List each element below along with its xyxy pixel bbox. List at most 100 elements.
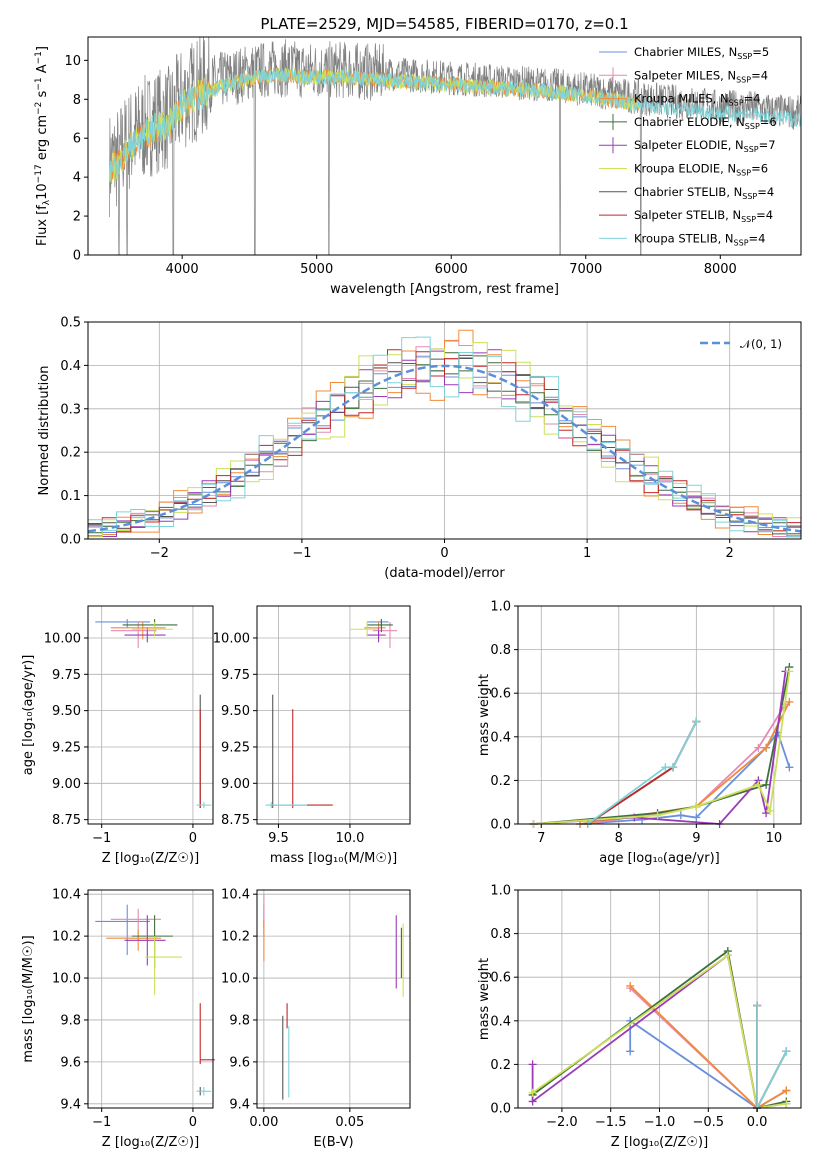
y-tick-label: 10.4 [52,888,81,903]
x-tick-label: 0 [440,546,448,561]
x-tick-label: 2 [726,546,734,561]
series-marker [626,981,635,990]
series-marker [785,667,794,676]
axes-frame [517,605,802,825]
y-tick-label: 0.0 [490,1102,511,1117]
y-tick-label: 8.75 [52,813,81,828]
series-marker [692,802,701,811]
series-marker [723,951,732,960]
legend-entry: Chabrier ELODIE, NSSP=6 [634,115,777,131]
y-tick-label: 0.6 [490,687,511,702]
series-marker [528,1088,537,1097]
x-axis-label: E(B-V) [313,1135,353,1150]
y-axis-label-part: λ [42,199,52,205]
y-tick-label: 0.4 [490,1014,511,1029]
series-marker [754,780,763,789]
y-axis-label-part: A [35,64,50,77]
x-tick-label: 9 [692,831,700,846]
series-marker [692,717,701,726]
y-tick-label: 0.4 [60,359,81,374]
y-axis-label: mass [log₁₀(M/M☉)] [21,935,36,1062]
series-line [533,671,787,825]
series-marker [653,811,662,820]
y-axis-label: age [log₁₀(age/yr)] [21,655,36,776]
x-tick-label: 10.0 [335,831,364,846]
y-tick-label: 10 [64,54,81,69]
y-tick-label: 10.2 [52,930,81,945]
series-marker [785,763,794,772]
x-axis-label: age [log₁₀(age/yr)] [599,851,720,866]
axes-frame [87,36,802,256]
legend-entry: Kroupa ELODIE, NSSP=6 [634,162,768,178]
x-tick-label: 4000 [166,262,199,277]
y-tick-label: 9.75 [52,668,81,683]
series-marker [528,1097,537,1106]
x-tick-label: 9.5 [268,831,289,846]
x-axis-label: Z [log₁₀(Z/Z☉)] [102,851,199,866]
x-axis-label: Z [log₁₀(Z/Z☉)] [102,1135,199,1150]
series-marker [782,1086,791,1095]
y-tick-label: 9.75 [221,668,250,683]
x-tick-label: 5000 [300,262,333,277]
legend-entry: Chabrier MILES, NSSP=5 [634,45,769,61]
y-tick-label: 0 [73,249,81,264]
chart-title: PLATE=2529, MJD=54585, FIBERID=0170, z=0… [260,15,628,33]
series-marker [754,743,763,752]
y-axis-label-part: −1 [34,51,44,64]
y-tick-label: 2 [73,210,81,225]
x-tick-label: 0.00 [249,1115,278,1130]
x-tick-label: −0.5 [693,1115,725,1130]
y-tick-label: 0.1 [60,489,81,504]
y-tick-label: 10.00 [213,631,250,646]
y-tick-label: 9.8 [60,1013,81,1028]
y-tick-label: 0.6 [490,971,511,986]
series-line [533,671,791,825]
series-marker [626,1047,635,1056]
y-tick-label: 0.2 [490,1058,511,1073]
histogram-kroupa-stelib [88,336,801,538]
y-tick-label: 9.00 [52,777,81,792]
panel-mass-weight-vs-Z: −2.0 −1.5 −1.0 −0.5 0.0 0.0 0.2 0.4 0.6 0.8 1.0 Z [… [477,884,802,1150]
x-tick-label: 7000 [569,262,602,277]
y-tick-label: 0.8 [490,643,511,658]
series-line [532,953,787,1110]
series-marker [528,1060,537,1069]
x-tick-label: 10 [766,831,783,846]
y-tick-label: 9.6 [60,1055,81,1070]
y-tick-label: 0.0 [490,818,511,833]
y-axis-label-part: −1 [34,77,44,90]
series-marker [762,780,771,789]
histogram-salpeter-stelib [88,349,801,533]
y-axis-label: Flux [fλ10−17 erg cm−2 s−1 A−1] [34,46,52,246]
series-marker [692,813,701,822]
y-tick-label: 0.8 [490,927,511,942]
x-tick-label: −1 [292,546,311,561]
y-tick-label: 0.2 [60,446,81,461]
panel-mass-vs-Z: −1 0 9.4 9.6 9.8 10.0 10.2 10.4 Z [log₁₀(Z/Z☉)] m… [21,888,215,1150]
y-tick-label: 9.25 [221,740,250,755]
legend-entry: Kroupa STELIB, NSSP=4 [634,231,765,247]
series-marker [782,1099,791,1108]
y-tick-label: 9.4 [60,1097,81,1112]
y-axis-label-part: s [35,90,50,101]
y-tick-label: 4 [73,171,81,186]
y-tick-label: 0.2 [490,774,511,789]
x-tick-label: −1 [92,831,111,846]
y-tick-label: 6 [73,132,81,147]
series-line [587,703,787,825]
y-tick-label: 9.4 [229,1097,250,1112]
panel-age-vs-mass: 9.5 10.0 8.75 9.00 9.25 9.50 9.75 10.00 mass [lo… [213,605,411,866]
axes-frame [256,889,411,1109]
y-axis-label-part: −17 [34,164,44,183]
series-marker [782,1047,791,1056]
x-tick-label: 0.0 [747,1115,768,1130]
y-tick-label: 1.0 [490,884,511,899]
series-line [533,666,791,825]
legend-entry: Chabrier STELIB, NSSP=4 [634,185,774,201]
y-tick-label: 0.4 [490,730,511,745]
legend-entry: Kroupa MILES, NSSP=4 [634,92,760,108]
panel-mass-weight-vs-age: 7 8 9 10 0.0 0.2 0.4 0.6 0.8 1.0 age [log₁₀(age/yr… [477,600,802,866]
x-tick-label: 6000 [435,262,468,277]
x-tick-label: −2.0 [546,1115,578,1130]
